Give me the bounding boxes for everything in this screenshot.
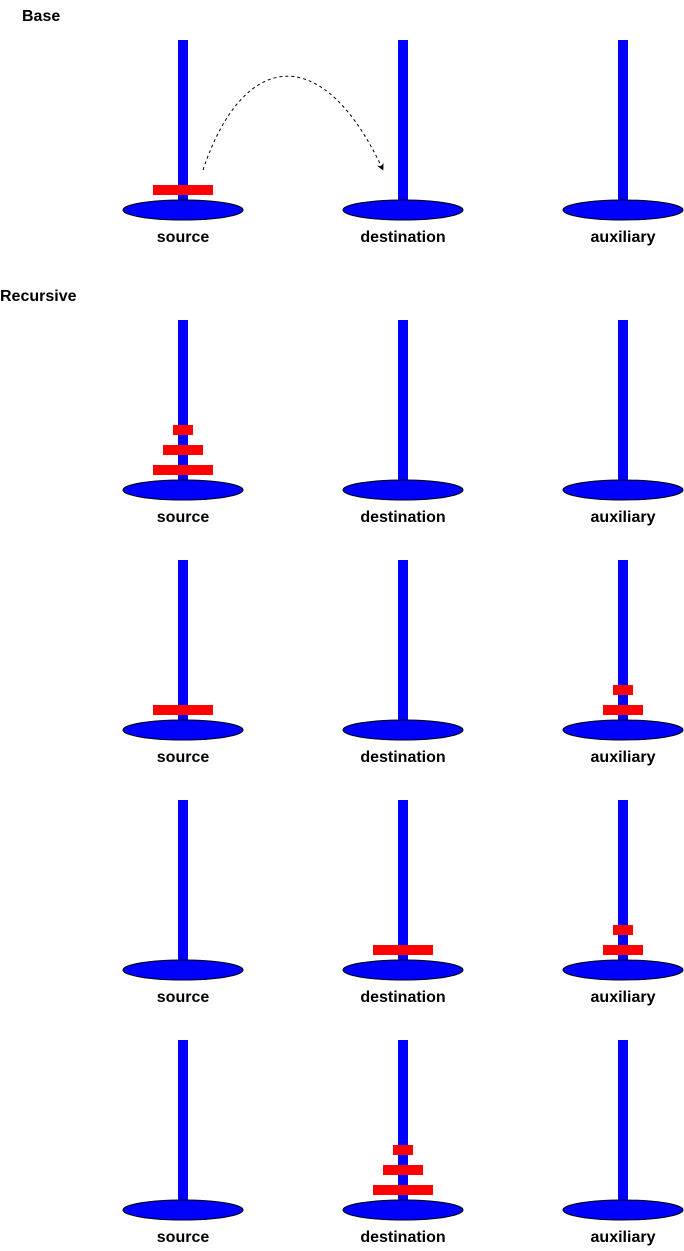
peg-pole xyxy=(618,800,628,965)
peg-source: source xyxy=(122,320,244,526)
peg-pole xyxy=(178,560,188,725)
disk-size-1 xyxy=(393,1145,413,1155)
section-title-recursive: Recursive xyxy=(0,288,77,305)
peg-base xyxy=(342,199,464,221)
peg-pole xyxy=(398,40,408,205)
peg-source: source xyxy=(122,40,244,246)
peg-pole xyxy=(178,40,188,205)
peg-auxiliary: auxiliary xyxy=(562,1040,684,1246)
peg-base xyxy=(562,199,684,221)
peg-label: source xyxy=(157,509,210,526)
peg-label: source xyxy=(157,989,210,1006)
peg-base xyxy=(122,959,244,981)
peg-base xyxy=(562,1199,684,1221)
peg-label: auxiliary xyxy=(591,749,656,766)
peg-label: destination xyxy=(360,989,445,1006)
peg-source: source xyxy=(122,800,244,1006)
peg-label: destination xyxy=(360,229,445,246)
tower-diagram-3: source destination auxiliary xyxy=(122,560,684,766)
peg-label: destination xyxy=(360,749,445,766)
peg-source: source xyxy=(122,1040,244,1246)
peg-base xyxy=(562,719,684,741)
peg-label: destination xyxy=(360,509,445,526)
section-title-base: Base xyxy=(22,8,61,25)
peg-pole xyxy=(398,560,408,725)
peg-pole xyxy=(398,800,408,965)
peg-base xyxy=(342,1199,464,1221)
disk-size-2 xyxy=(603,945,643,955)
peg-pole xyxy=(398,1040,408,1205)
peg-destination: destination xyxy=(342,1040,464,1246)
disk-size-2 xyxy=(163,445,203,455)
peg-base xyxy=(122,199,244,221)
peg-label: source xyxy=(157,1229,210,1246)
peg-pole xyxy=(178,320,188,485)
disk-size-2 xyxy=(383,1165,423,1175)
disk-size-1 xyxy=(613,685,633,695)
disk-size-3 xyxy=(153,465,213,475)
disk-size-2 xyxy=(603,705,643,715)
peg-auxiliary: auxiliary xyxy=(562,800,684,1006)
peg-destination: destination xyxy=(342,40,464,246)
peg-label: auxiliary xyxy=(591,229,656,246)
peg-base xyxy=(342,479,464,501)
peg-pole xyxy=(618,40,628,205)
peg-label: source xyxy=(157,749,210,766)
peg-base xyxy=(122,1199,244,1221)
disk-size-3 xyxy=(153,185,213,195)
disk-size-3 xyxy=(153,705,213,715)
disk-size-1 xyxy=(173,425,193,435)
peg-base xyxy=(562,959,684,981)
peg-auxiliary: auxiliary xyxy=(562,560,684,766)
peg-destination: destination xyxy=(342,800,464,1006)
peg-label: auxiliary xyxy=(591,509,656,526)
peg-label: auxiliary xyxy=(591,989,656,1006)
disk-size-1 xyxy=(613,925,633,935)
peg-pole xyxy=(618,320,628,485)
peg-base xyxy=(562,479,684,501)
peg-label: auxiliary xyxy=(591,1229,656,1246)
peg-destination: destination xyxy=(342,560,464,766)
tower-diagram-5: source destination auxiliary xyxy=(122,1040,684,1246)
peg-destination: destination xyxy=(342,320,464,526)
tower-diagram-4: source destination auxiliary xyxy=(122,800,684,1006)
peg-base xyxy=(122,479,244,501)
peg-pole xyxy=(178,800,188,965)
peg-pole xyxy=(398,320,408,485)
peg-base xyxy=(342,719,464,741)
peg-pole xyxy=(618,560,628,725)
peg-base xyxy=(122,719,244,741)
disk-size-3 xyxy=(373,1185,433,1195)
peg-label: source xyxy=(157,229,210,246)
peg-label: destination xyxy=(360,1229,445,1246)
peg-pole xyxy=(618,1040,628,1205)
tower-diagram-2: source destination auxiliary xyxy=(122,320,684,526)
tower-diagram-1: source destination auxiliary xyxy=(122,40,684,246)
disk-size-3 xyxy=(373,945,433,955)
peg-auxiliary: auxiliary xyxy=(562,40,684,246)
move-arrow xyxy=(202,75,384,171)
peg-pole xyxy=(178,1040,188,1205)
peg-auxiliary: auxiliary xyxy=(562,320,684,526)
peg-base xyxy=(342,959,464,981)
peg-source: source xyxy=(122,560,244,766)
